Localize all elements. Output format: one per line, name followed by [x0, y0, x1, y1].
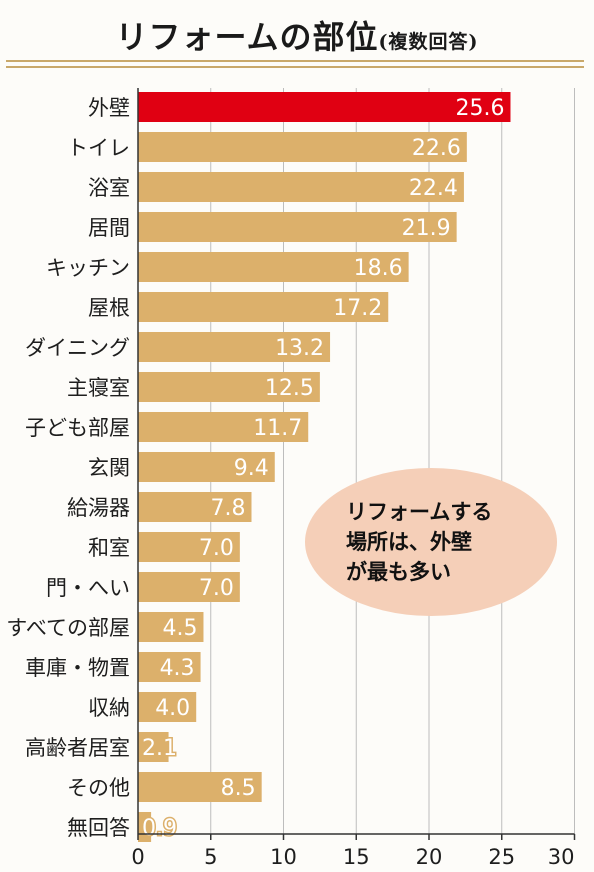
- value-label-10: 7.8: [210, 496, 245, 521]
- x-tick-label-30: 30: [548, 845, 575, 869]
- value-label-5: 17.2: [333, 296, 382, 321]
- category-label-8: 子ども部屋: [25, 416, 130, 440]
- category-label-13: すべての部屋: [6, 616, 130, 640]
- x-tick-label-20: 20: [416, 845, 443, 869]
- value-label-3: 21.9: [402, 216, 451, 241]
- bar-12: [138, 572, 240, 602]
- bar-13: [138, 612, 204, 642]
- value-label-4: 18.6: [354, 256, 403, 281]
- category-label-10: 給湯器: [67, 496, 130, 520]
- bar-7: [138, 372, 320, 402]
- category-label-15: 収納: [88, 696, 130, 720]
- value-label-6: 13.2: [275, 336, 324, 361]
- bar-5: [138, 292, 389, 322]
- title-rule-bottom: [6, 66, 584, 68]
- value-label-8: 11.7: [253, 416, 302, 441]
- value-label-13: 4.5: [162, 616, 197, 641]
- category-label-9: 玄関: [88, 456, 130, 480]
- value-label-2: 22.4: [409, 176, 458, 201]
- bar-11: [138, 532, 240, 562]
- category-label-4: キッチン: [46, 256, 130, 280]
- title-rule-top: [6, 60, 584, 62]
- value-label-17: 8.5: [221, 776, 256, 801]
- value-label-1: 22.6: [412, 136, 461, 161]
- value-label-7: 12.5: [265, 376, 314, 401]
- bar-9: [138, 452, 275, 482]
- category-label-16: 高齢者居室: [25, 736, 130, 760]
- chart-title-text: リフォームの部位: [115, 18, 379, 56]
- category-label-6: ダイニング: [25, 336, 130, 360]
- bar-16: [138, 732, 169, 762]
- bar-10: [138, 492, 252, 522]
- bar-14: [138, 652, 201, 682]
- bar-1: [138, 132, 467, 162]
- value-label-12: 7.0: [199, 576, 234, 601]
- x-tick-label-10: 10: [270, 845, 297, 869]
- x-tick-label-5: 5: [204, 845, 217, 869]
- category-label-18: 無回答: [67, 816, 130, 840]
- category-label-7: 主寝室: [67, 376, 130, 400]
- value-label-14: 4.3: [160, 656, 195, 681]
- bar-3: [138, 212, 457, 242]
- chart-title: リフォームの部位(複数回答): [0, 12, 594, 58]
- bar-6: [138, 332, 331, 362]
- category-label-1: トイレ: [67, 136, 130, 160]
- callout-text: リフォームする 場所は、外壁 が最も多い: [346, 500, 493, 584]
- category-label-14: 車庫・物置: [25, 656, 130, 680]
- bar-2: [138, 172, 464, 202]
- category-label-12: 門・へい: [46, 576, 130, 600]
- bar-layer: 25.6 22.6 22.4 21.9 18.6 17.2 13.2 12.5 11.7 9.4 7…: [138, 92, 511, 843]
- x-tick-label-0: 0: [131, 845, 144, 869]
- value-label-16: 2.1: [142, 736, 177, 761]
- bar-0: [138, 92, 511, 122]
- title-block: リフォームの部位(複数回答): [0, 0, 594, 70]
- chart-subtitle: (複数回答): [378, 31, 479, 53]
- value-label-0: 25.6: [455, 96, 504, 121]
- x-tick-label-25: 25: [488, 845, 515, 869]
- value-label-11: 7.0: [199, 536, 234, 561]
- bar-17: [138, 772, 262, 802]
- callout-bubble: リフォームする 場所は、外壁 が最も多い: [305, 468, 557, 616]
- category-label-17: その他: [67, 776, 130, 800]
- category-label-2: 浴室: [88, 176, 130, 200]
- category-label-5: 屋根: [88, 296, 130, 320]
- bar-8: [138, 412, 309, 442]
- bar-15: [138, 692, 197, 722]
- value-label-18: 0.9: [142, 816, 177, 841]
- bar-4: [138, 252, 409, 282]
- category-label-0: 外壁: [88, 96, 130, 120]
- category-label-3: 居間: [88, 216, 130, 240]
- axis-layer: 外壁トイレ浴室居間キッチン屋根ダイニング主寝室子ども部屋玄関給湯器和室門・へいす…: [6, 88, 576, 869]
- category-label-11: 和室: [88, 536, 130, 560]
- value-label-9: 9.4: [234, 456, 269, 481]
- x-tick-label-15: 15: [343, 845, 370, 869]
- value-label-15: 4.0: [155, 696, 190, 721]
